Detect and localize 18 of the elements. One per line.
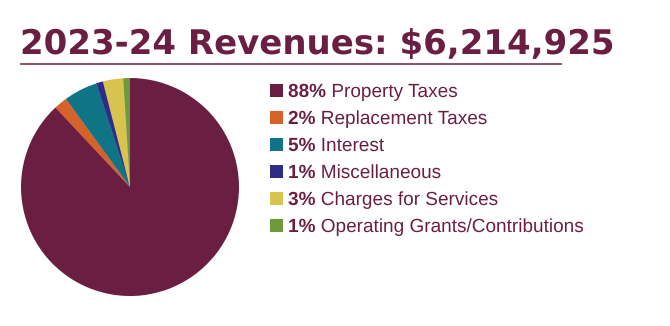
- pie-slice: [66, 83, 130, 187]
- slice-label: Property Taxes: [331, 81, 458, 102]
- data-label: 1%: [288, 162, 321, 183]
- data-label: 3%: [288, 189, 321, 210]
- data-label: 88%: [288, 81, 332, 102]
- legend-label: Miscellaneous: [320, 162, 442, 183]
- data-label: 2%: [288, 108, 321, 129]
- legend-label: Charges for Services: [320, 189, 498, 210]
- legend-label: Interest: [320, 135, 385, 156]
- pie-slice: [96, 81, 130, 187]
- pie-slice: [21, 78, 239, 296]
- legend-label: Operating Grants/Contributions: [320, 216, 584, 237]
- chart-title: 2023-24 Revenues: $6,214,925: [20, 23, 615, 63]
- data-label: 1%: [288, 216, 321, 237]
- pie-slice: [55, 98, 130, 187]
- legend-label: Replacement Taxes: [320, 108, 488, 129]
- pie-slice: [102, 78, 130, 187]
- data-label: 5%: [288, 135, 321, 156]
